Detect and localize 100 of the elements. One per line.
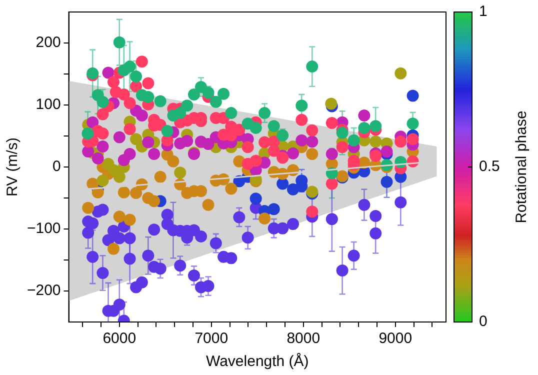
point xyxy=(124,97,136,110)
point xyxy=(181,100,194,112)
point xyxy=(194,230,207,242)
point xyxy=(306,206,318,218)
point xyxy=(113,131,126,144)
point xyxy=(258,212,271,224)
point xyxy=(210,237,222,250)
point xyxy=(218,88,230,100)
point xyxy=(380,176,393,188)
point xyxy=(142,136,154,148)
point xyxy=(130,70,142,82)
point xyxy=(154,170,166,183)
y-tick-label: 100 xyxy=(36,96,61,114)
point xyxy=(268,120,280,132)
x-tick-label: 9000 xyxy=(378,330,412,348)
point xyxy=(124,60,136,73)
point xyxy=(406,133,419,146)
y-tick-label: −100 xyxy=(26,220,61,238)
point xyxy=(325,98,338,110)
point xyxy=(136,56,148,68)
point xyxy=(296,134,308,146)
point xyxy=(287,147,299,160)
point xyxy=(92,152,104,164)
point xyxy=(370,150,382,162)
point xyxy=(370,210,382,222)
point xyxy=(306,60,318,73)
point xyxy=(358,110,370,122)
point xyxy=(136,276,148,288)
point xyxy=(358,122,370,134)
point xyxy=(154,262,166,275)
point xyxy=(82,202,94,214)
point xyxy=(210,96,222,108)
point xyxy=(142,77,154,90)
point xyxy=(136,110,148,122)
point xyxy=(113,36,126,48)
point xyxy=(276,129,289,142)
point xyxy=(370,120,382,132)
point xyxy=(124,232,136,244)
point xyxy=(113,210,126,223)
point xyxy=(102,234,114,246)
point xyxy=(242,141,254,154)
y-axis-title: RV (m/s) xyxy=(4,138,22,196)
point xyxy=(394,196,407,208)
point xyxy=(124,252,136,265)
point xyxy=(268,203,280,216)
point xyxy=(188,88,200,100)
point xyxy=(96,140,109,153)
point xyxy=(202,86,214,99)
point xyxy=(250,122,262,134)
point xyxy=(225,107,238,120)
point xyxy=(202,138,214,150)
point xyxy=(124,214,136,226)
point xyxy=(296,114,308,126)
point xyxy=(336,141,348,154)
point xyxy=(380,146,393,158)
point xyxy=(113,232,126,244)
point xyxy=(118,88,130,100)
point xyxy=(174,166,186,179)
y-tick-label: −200 xyxy=(26,282,61,300)
point xyxy=(225,252,238,264)
point xyxy=(306,124,318,136)
point xyxy=(96,267,109,280)
point xyxy=(142,90,154,103)
point xyxy=(154,95,166,108)
point xyxy=(96,128,109,140)
point xyxy=(148,148,160,160)
point xyxy=(96,108,109,120)
point xyxy=(148,224,160,236)
x-tick-label: 6000 xyxy=(102,330,136,348)
point xyxy=(276,222,289,234)
point xyxy=(148,195,160,208)
point xyxy=(188,270,200,282)
point xyxy=(250,192,262,205)
x-tick-label: 8000 xyxy=(286,330,320,348)
x-axis-title: Wavelength (Å) xyxy=(206,352,309,370)
point xyxy=(102,66,114,79)
point xyxy=(124,148,136,160)
point xyxy=(358,198,370,211)
point xyxy=(394,136,407,148)
point xyxy=(394,67,407,80)
point xyxy=(306,148,318,160)
point xyxy=(326,178,338,190)
point xyxy=(370,227,382,240)
point xyxy=(96,174,109,187)
point xyxy=(202,198,214,211)
point xyxy=(167,155,180,168)
point xyxy=(242,232,254,244)
point xyxy=(86,116,99,128)
color-bar-label: 0.5 xyxy=(479,158,500,176)
point xyxy=(142,250,154,262)
point xyxy=(406,90,419,102)
point xyxy=(326,213,338,226)
point xyxy=(258,107,271,120)
point xyxy=(113,170,126,183)
point xyxy=(96,96,109,108)
color-bar-label: 1 xyxy=(479,3,488,20)
point xyxy=(250,154,262,167)
point xyxy=(326,148,338,160)
point xyxy=(96,204,109,216)
point xyxy=(348,250,360,262)
